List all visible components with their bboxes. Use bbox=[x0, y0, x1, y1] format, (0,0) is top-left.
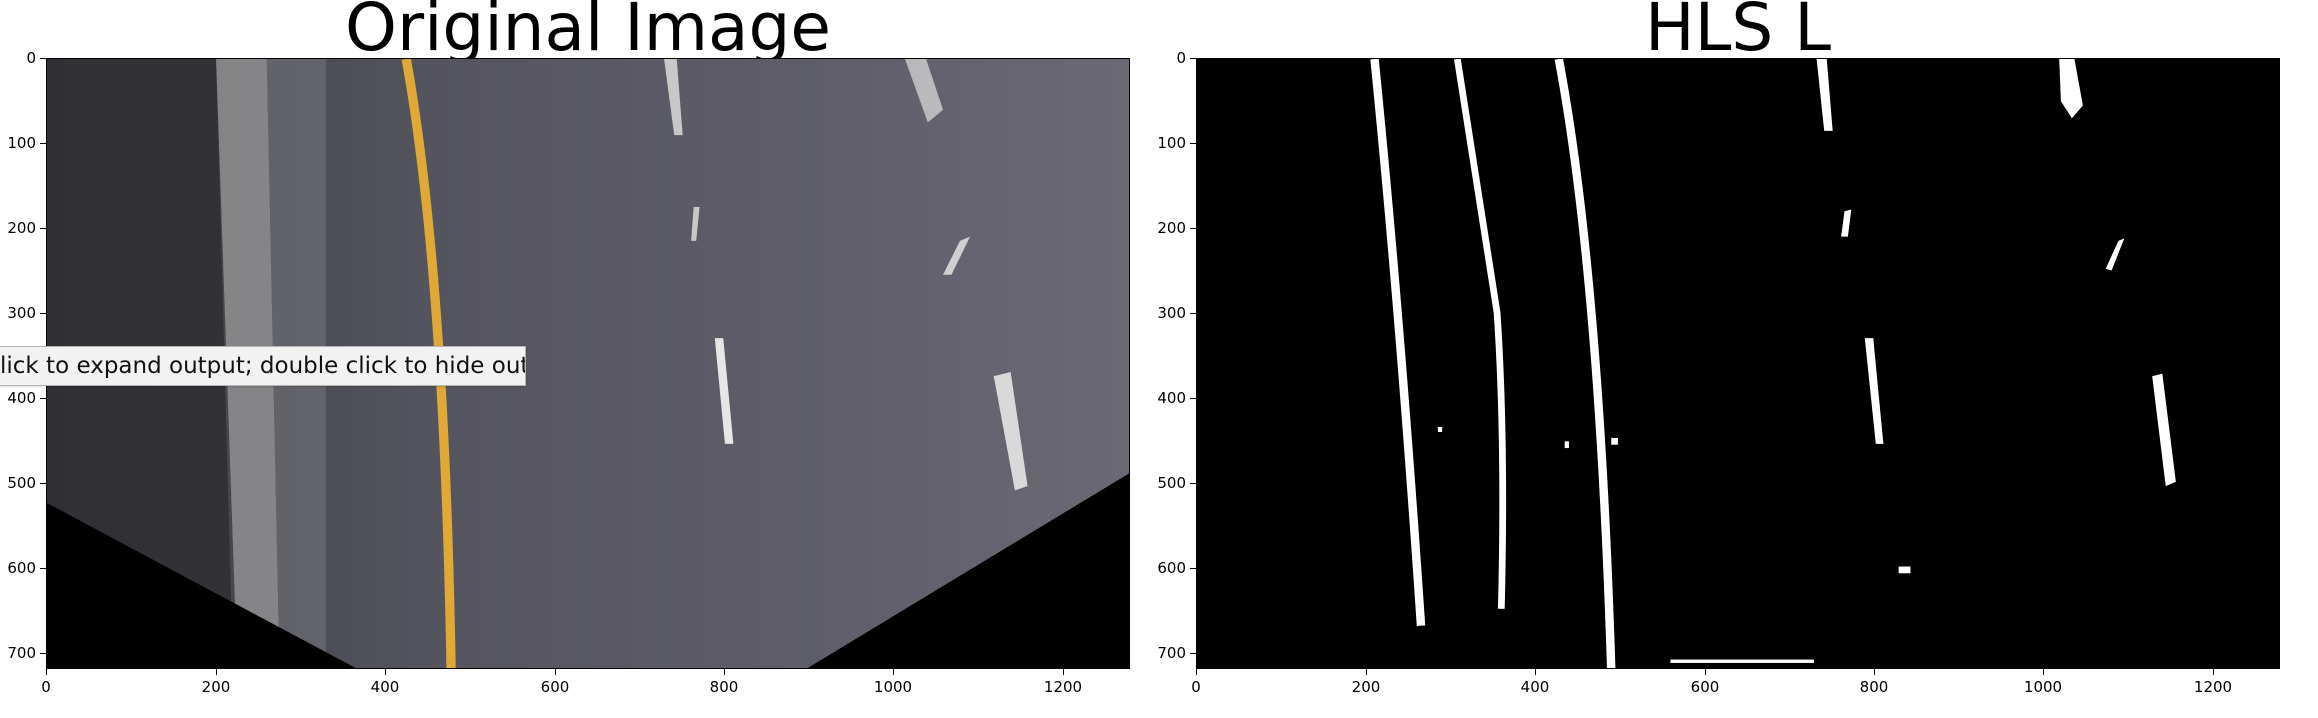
y-tick-mark bbox=[40, 228, 46, 229]
y-tick-mark bbox=[40, 398, 46, 399]
x-tick-label: 200 bbox=[201, 678, 231, 696]
y-tick-mark bbox=[1190, 483, 1196, 484]
y-tick-label: 600 bbox=[7, 559, 36, 577]
x-tick-mark bbox=[555, 669, 556, 675]
y-tick-label: 200 bbox=[7, 219, 36, 237]
x-tick-label: 1200 bbox=[1043, 678, 1083, 696]
x-tick-label: 400 bbox=[1520, 678, 1550, 696]
y-tick-label: 0 bbox=[1176, 49, 1186, 67]
x-tick-label: 600 bbox=[1690, 678, 1720, 696]
y-tick-label: 600 bbox=[1157, 559, 1186, 577]
y-tick-label: 700 bbox=[1157, 644, 1186, 662]
x-tick-mark bbox=[385, 669, 386, 675]
x-tick-label: 1200 bbox=[2193, 678, 2233, 696]
x-tick-mark bbox=[1874, 669, 1875, 675]
tooltip-text: lick to expand output; double click to h… bbox=[0, 353, 526, 379]
y-tick-mark bbox=[1190, 653, 1196, 654]
x-tick-mark bbox=[1366, 669, 1367, 675]
x-tick-label: 400 bbox=[370, 678, 400, 696]
hls-l-panel: HLS L 0 100 200 300 400 500 60 bbox=[1150, 0, 2280, 718]
x-tick-mark bbox=[216, 669, 217, 675]
x-tick-label: 200 bbox=[1351, 678, 1381, 696]
x-tick-mark bbox=[724, 669, 725, 675]
binary-threshold-image bbox=[1197, 59, 2279, 668]
warped-road-image bbox=[47, 59, 1129, 668]
x-tick-label: 1000 bbox=[2023, 678, 2063, 696]
output-prompt-tooltip[interactable]: lick to expand output; double click to h… bbox=[0, 346, 526, 386]
x-tick-mark bbox=[1063, 669, 1064, 675]
y-tick-label: 500 bbox=[7, 474, 36, 492]
panel-title: HLS L bbox=[1644, 0, 1832, 66]
y-tick-label: 500 bbox=[1157, 474, 1186, 492]
y-tick-mark bbox=[1190, 143, 1196, 144]
x-tick-mark bbox=[1535, 669, 1536, 675]
x-tick-mark bbox=[2043, 669, 2044, 675]
y-tick-mark bbox=[40, 568, 46, 569]
x-tick-label: 600 bbox=[540, 678, 570, 696]
hls-l-axes bbox=[1196, 58, 2280, 669]
y-tick-mark bbox=[40, 483, 46, 484]
original-image-axes bbox=[46, 58, 1130, 669]
y-tick-mark bbox=[1190, 228, 1196, 229]
x-tick-mark bbox=[46, 669, 47, 675]
y-tick-mark bbox=[1190, 313, 1196, 314]
y-tick-mark bbox=[40, 58, 46, 59]
y-tick-mark bbox=[40, 313, 46, 314]
y-tick-label: 100 bbox=[7, 134, 36, 152]
y-tick-mark bbox=[1190, 398, 1196, 399]
y-tick-label: 400 bbox=[1157, 389, 1186, 407]
y-tick-label: 400 bbox=[7, 389, 36, 407]
x-tick-label: 0 bbox=[41, 678, 51, 696]
x-tick-label: 0 bbox=[1191, 678, 1201, 696]
y-tick-label: 0 bbox=[26, 49, 36, 67]
y-tick-label: 300 bbox=[7, 304, 36, 322]
y-tick-mark bbox=[40, 653, 46, 654]
y-tick-label: 200 bbox=[1157, 219, 1186, 237]
y-tick-label: 100 bbox=[1157, 134, 1186, 152]
x-tick-label: 1000 bbox=[873, 678, 913, 696]
y-tick-label: 300 bbox=[1157, 304, 1186, 322]
x-tick-mark bbox=[2213, 669, 2214, 675]
x-tick-label: 800 bbox=[709, 678, 739, 696]
y-tick-mark bbox=[40, 143, 46, 144]
x-tick-mark bbox=[1705, 669, 1706, 675]
x-tick-label: 800 bbox=[1859, 678, 1889, 696]
y-tick-label: 700 bbox=[7, 644, 36, 662]
y-tick-mark bbox=[1190, 568, 1196, 569]
panel-title: Original Image bbox=[345, 0, 831, 66]
x-tick-mark bbox=[893, 669, 894, 675]
original-image-panel: Original Image bbox=[0, 0, 1130, 718]
x-tick-mark bbox=[1196, 669, 1197, 675]
y-tick-mark bbox=[1190, 58, 1196, 59]
